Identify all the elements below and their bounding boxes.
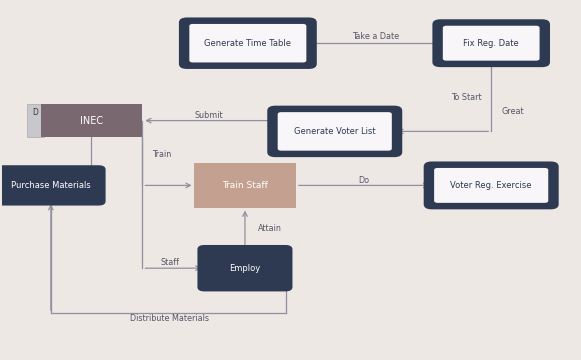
Text: Fix Reg. Date: Fix Reg. Date <box>463 39 519 48</box>
Text: To Start: To Start <box>451 93 481 102</box>
FancyBboxPatch shape <box>179 18 317 69</box>
FancyBboxPatch shape <box>443 26 540 60</box>
Text: Attain: Attain <box>259 224 282 233</box>
FancyBboxPatch shape <box>41 104 142 137</box>
Text: Submit: Submit <box>195 111 223 120</box>
Text: D: D <box>33 108 38 117</box>
Text: INEC: INEC <box>80 116 103 126</box>
Text: Staff: Staff <box>160 258 179 267</box>
FancyBboxPatch shape <box>434 168 548 203</box>
FancyBboxPatch shape <box>424 162 559 210</box>
Text: Distribute Materials: Distribute Materials <box>130 314 209 323</box>
FancyBboxPatch shape <box>0 165 106 206</box>
Text: Great: Great <box>501 107 523 116</box>
Text: Do: Do <box>358 176 370 185</box>
Text: Take a Date: Take a Date <box>352 32 399 41</box>
FancyBboxPatch shape <box>194 163 296 208</box>
Text: Voter Reg. Exercise: Voter Reg. Exercise <box>450 181 532 190</box>
FancyBboxPatch shape <box>432 19 550 67</box>
Text: Train: Train <box>152 150 171 159</box>
FancyBboxPatch shape <box>189 24 306 63</box>
FancyBboxPatch shape <box>27 104 44 137</box>
Text: Generate Voter List: Generate Voter List <box>294 127 375 136</box>
FancyBboxPatch shape <box>278 112 392 151</box>
FancyBboxPatch shape <box>267 106 402 157</box>
Text: Purchase Materials: Purchase Materials <box>11 181 91 190</box>
Text: Employ: Employ <box>229 264 260 273</box>
Text: Train Staff: Train Staff <box>222 181 268 190</box>
FancyBboxPatch shape <box>198 245 292 292</box>
Text: Generate Time Table: Generate Time Table <box>205 39 291 48</box>
